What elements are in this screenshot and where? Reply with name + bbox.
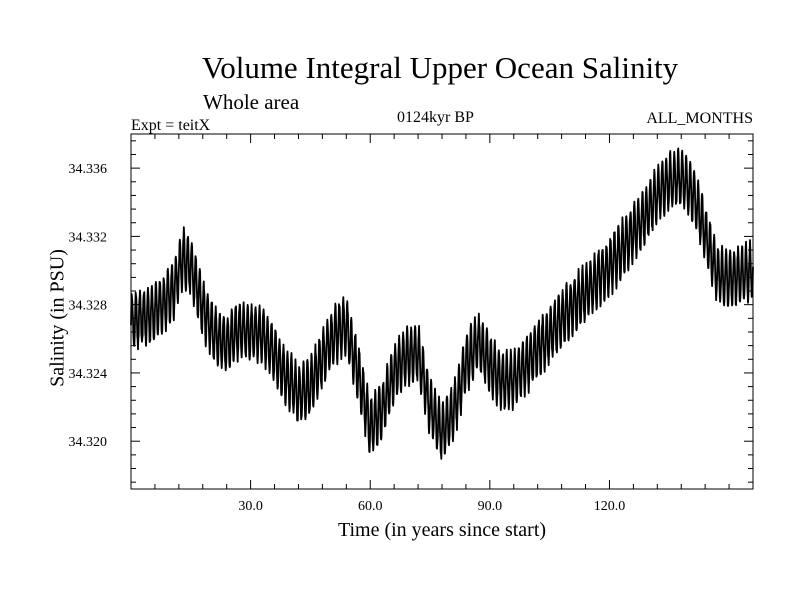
tick-labels: 30.0 60.0 90.0 120.0 34.320 34.324 34.328 34.33… bbox=[69, 162, 626, 514]
x-tick-label: 120.0 bbox=[594, 499, 626, 514]
y-tick-label: 34.328 bbox=[69, 299, 108, 314]
x-tick-label: 90.0 bbox=[478, 499, 503, 514]
x-tick-label: 30.0 bbox=[238, 499, 263, 514]
plot-frame bbox=[130, 133, 754, 490]
salinity-series-line bbox=[130, 147, 754, 460]
y-tick-label: 34.324 bbox=[69, 367, 108, 382]
chart-title: Volume Integral Upper Ocean Salinity bbox=[201, 50, 679, 85]
chart-subtitle: Whole area bbox=[203, 90, 300, 114]
y-tick-label: 34.332 bbox=[69, 230, 108, 245]
y-tick-label: 34.336 bbox=[69, 162, 108, 177]
x-axis-label: Time (in years since start) bbox=[337, 519, 547, 541]
y-tick-label: 34.320 bbox=[69, 435, 108, 450]
experiment-label: Expt = teitX bbox=[131, 117, 211, 134]
months-label: ALL_MONTHS bbox=[646, 110, 753, 127]
period-label: 0124kyr BP bbox=[397, 109, 474, 126]
x-tick-label: 60.0 bbox=[358, 499, 383, 514]
